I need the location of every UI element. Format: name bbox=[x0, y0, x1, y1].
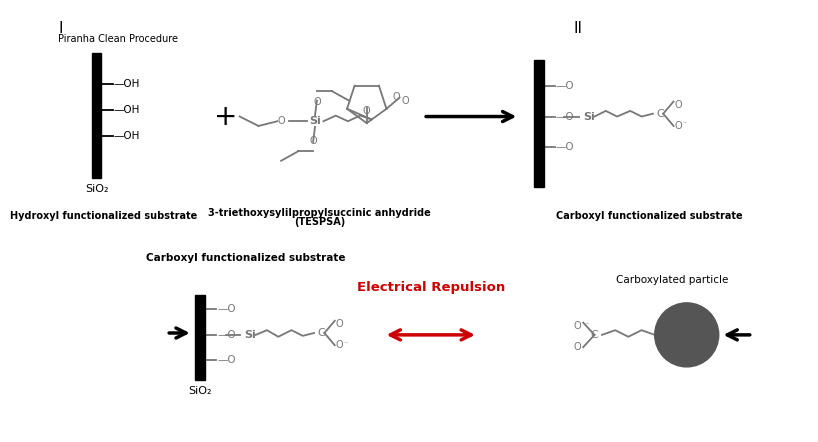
Text: O: O bbox=[277, 116, 285, 126]
Ellipse shape bbox=[654, 303, 719, 367]
Bar bbox=[534, 60, 544, 187]
Text: Carboxyl functionalized substrate: Carboxyl functionalized substrate bbox=[146, 253, 345, 263]
Text: —O: —O bbox=[217, 330, 236, 340]
Text: (TESPSA): (TESPSA) bbox=[294, 217, 345, 227]
Text: C: C bbox=[657, 109, 664, 119]
Text: SiO₂: SiO₂ bbox=[188, 386, 212, 396]
Text: II: II bbox=[573, 20, 582, 35]
Text: O: O bbox=[313, 97, 321, 107]
Text: Electrical Repulsion: Electrical Repulsion bbox=[357, 281, 505, 294]
Text: —OH: —OH bbox=[114, 105, 140, 115]
Text: O: O bbox=[573, 321, 582, 331]
Text: O: O bbox=[675, 121, 682, 131]
Text: O: O bbox=[363, 106, 371, 116]
Text: —OH: —OH bbox=[114, 131, 140, 141]
Bar bbox=[196, 295, 204, 380]
Text: SiO₂: SiO₂ bbox=[85, 184, 109, 194]
Text: Si: Si bbox=[583, 111, 595, 122]
Text: —O: —O bbox=[217, 355, 236, 365]
Text: Si: Si bbox=[309, 116, 321, 126]
Text: —O: —O bbox=[556, 81, 574, 91]
Text: —OH: —OH bbox=[114, 79, 140, 88]
Text: +: + bbox=[213, 103, 237, 130]
Text: 3-triethoxysylilpropylsuccinic anhydride: 3-triethoxysylilpropylsuccinic anhydride bbox=[209, 208, 431, 218]
Text: Carboxylated particle: Carboxylated particle bbox=[617, 274, 729, 285]
Text: I: I bbox=[58, 20, 62, 35]
Text: C: C bbox=[318, 328, 326, 338]
Text: O: O bbox=[402, 95, 409, 106]
Text: O: O bbox=[335, 319, 344, 329]
Text: O: O bbox=[675, 99, 682, 110]
Text: Si: Si bbox=[245, 330, 256, 340]
Text: —O: —O bbox=[556, 111, 574, 122]
Text: ⁻: ⁻ bbox=[344, 339, 348, 348]
Text: O: O bbox=[392, 92, 400, 102]
Text: Piranha Clean Procedure: Piranha Clean Procedure bbox=[58, 34, 178, 44]
Text: C: C bbox=[591, 330, 598, 340]
Text: ⁻: ⁻ bbox=[682, 120, 686, 129]
Text: ⁻: ⁻ bbox=[585, 321, 589, 330]
Text: Carboxyl functionalized substrate: Carboxyl functionalized substrate bbox=[555, 211, 743, 221]
Bar bbox=[92, 53, 101, 178]
Text: —O: —O bbox=[556, 141, 574, 152]
Text: Hydroxyl functionalized substrate: Hydroxyl functionalized substrate bbox=[10, 211, 197, 221]
Text: O: O bbox=[335, 340, 344, 350]
Text: O: O bbox=[309, 136, 317, 146]
Text: —O: —O bbox=[217, 305, 236, 314]
Text: O: O bbox=[573, 342, 582, 352]
